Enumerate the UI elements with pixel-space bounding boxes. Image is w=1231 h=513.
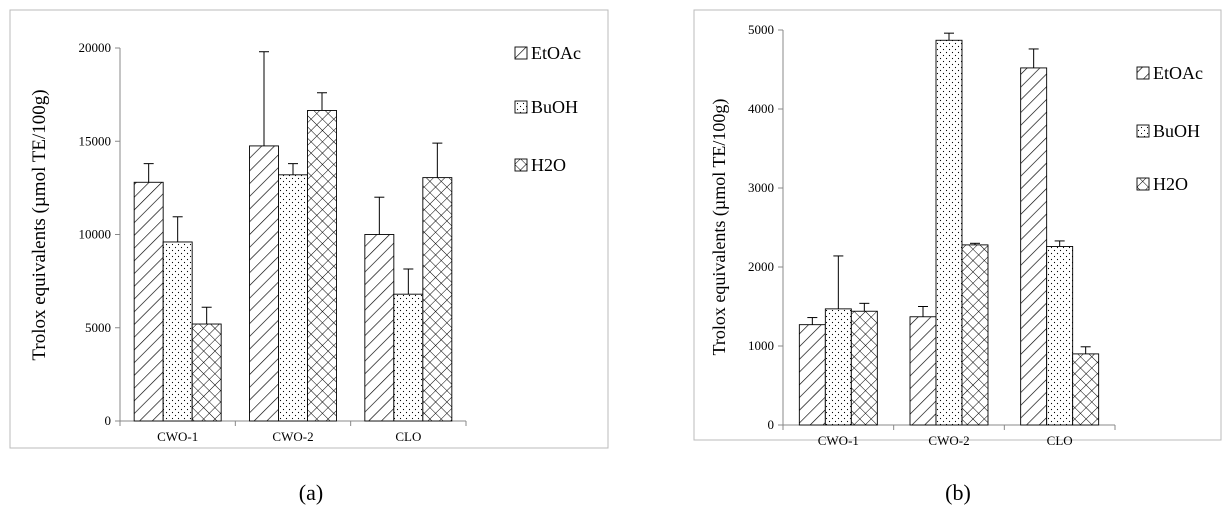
- chart-panel-a: Trolox equivalents (µmol TE/100g) 0 5000 1…: [9, 9, 609, 505]
- x-tick-label: CLO: [1047, 433, 1073, 448]
- y-tick-label: 1000: [748, 338, 774, 353]
- y-tick-label: 3000: [748, 180, 774, 195]
- x-tick-label: CWO-1: [818, 433, 859, 448]
- bar-etoac-cwo-1: [133, 181, 164, 422]
- bar-buoh-cwo-2: [278, 174, 308, 422]
- legend-swatch: [1136, 177, 1150, 191]
- y-tick-label: 0: [105, 413, 112, 428]
- legend-label: EtOAc: [1153, 63, 1203, 83]
- bar-h2o-cwo-2: [307, 110, 337, 422]
- bar-etoac-cwo-2: [249, 145, 279, 422]
- y-tick-label: 15000: [79, 133, 112, 148]
- bar-buoh-cwo-1: [824, 308, 852, 426]
- legend-label: BuOH: [1153, 121, 1200, 141]
- legend-swatch: [1136, 66, 1150, 80]
- y-tick-label: 5000: [748, 22, 774, 37]
- bar-buoh-clo: [393, 293, 424, 422]
- y-tick-label: 10000: [79, 227, 112, 242]
- panel-label: (b): [945, 480, 971, 505]
- bar-buoh-cwo-2: [935, 39, 963, 426]
- bar-etoac-clo: [364, 234, 395, 422]
- x-tick-label: CWO-1: [157, 429, 198, 444]
- legend-swatch: [1136, 124, 1150, 138]
- y-tick-label: 0: [768, 417, 775, 432]
- bar-h2o-clo: [422, 177, 453, 422]
- legend-label: H2O: [531, 155, 566, 175]
- bar-h2o-cwo-1: [850, 310, 878, 426]
- x-tick-label: CLO: [395, 429, 421, 444]
- legend-swatch: [514, 100, 528, 114]
- y-axis-label: Trolox equivalents (µmol TE/100g): [29, 89, 50, 360]
- x-tick-label: CWO-2: [928, 433, 969, 448]
- bar-buoh-clo: [1046, 246, 1074, 426]
- bar-etoac-cwo-1: [798, 324, 826, 426]
- bar-h2o-cwo-1: [191, 323, 222, 422]
- bar-buoh-cwo-1: [162, 241, 193, 422]
- legend-label: H2O: [1153, 174, 1188, 194]
- bar-etoac-clo: [1020, 67, 1048, 426]
- y-axis-label: Trolox equivalents (µmol TE/100g): [709, 99, 730, 356]
- legend-swatch: [514, 46, 528, 60]
- y-tick-label: 20000: [79, 40, 112, 55]
- bar-etoac-cwo-2: [909, 316, 937, 426]
- plot-area: 0 1000 2000 3000 4000 5000 CWO-1 CWO-2 CLO EtOAc B…: [748, 22, 1203, 448]
- y-tick-label: 4000: [748, 101, 774, 116]
- y-tick-label: 5000: [85, 320, 111, 335]
- chart-panel-b: Trolox equivalents (µmol TE/100g) 0 1000 2…: [693, 9, 1222, 505]
- x-tick-label: CWO-2: [272, 429, 313, 444]
- legend-swatch: [514, 158, 528, 172]
- panel-label: (a): [299, 480, 323, 505]
- legend-label: EtOAc: [531, 43, 581, 63]
- plot-area: 0 5000 10000 15000 20000 CWO-1 CWO-2 CLO EtOAc Bu…: [79, 40, 581, 444]
- legend-label: BuOH: [531, 97, 578, 117]
- bar-h2o-cwo-2: [961, 244, 989, 426]
- y-tick-label: 2000: [748, 259, 774, 274]
- bar-h2o-clo: [1072, 353, 1100, 426]
